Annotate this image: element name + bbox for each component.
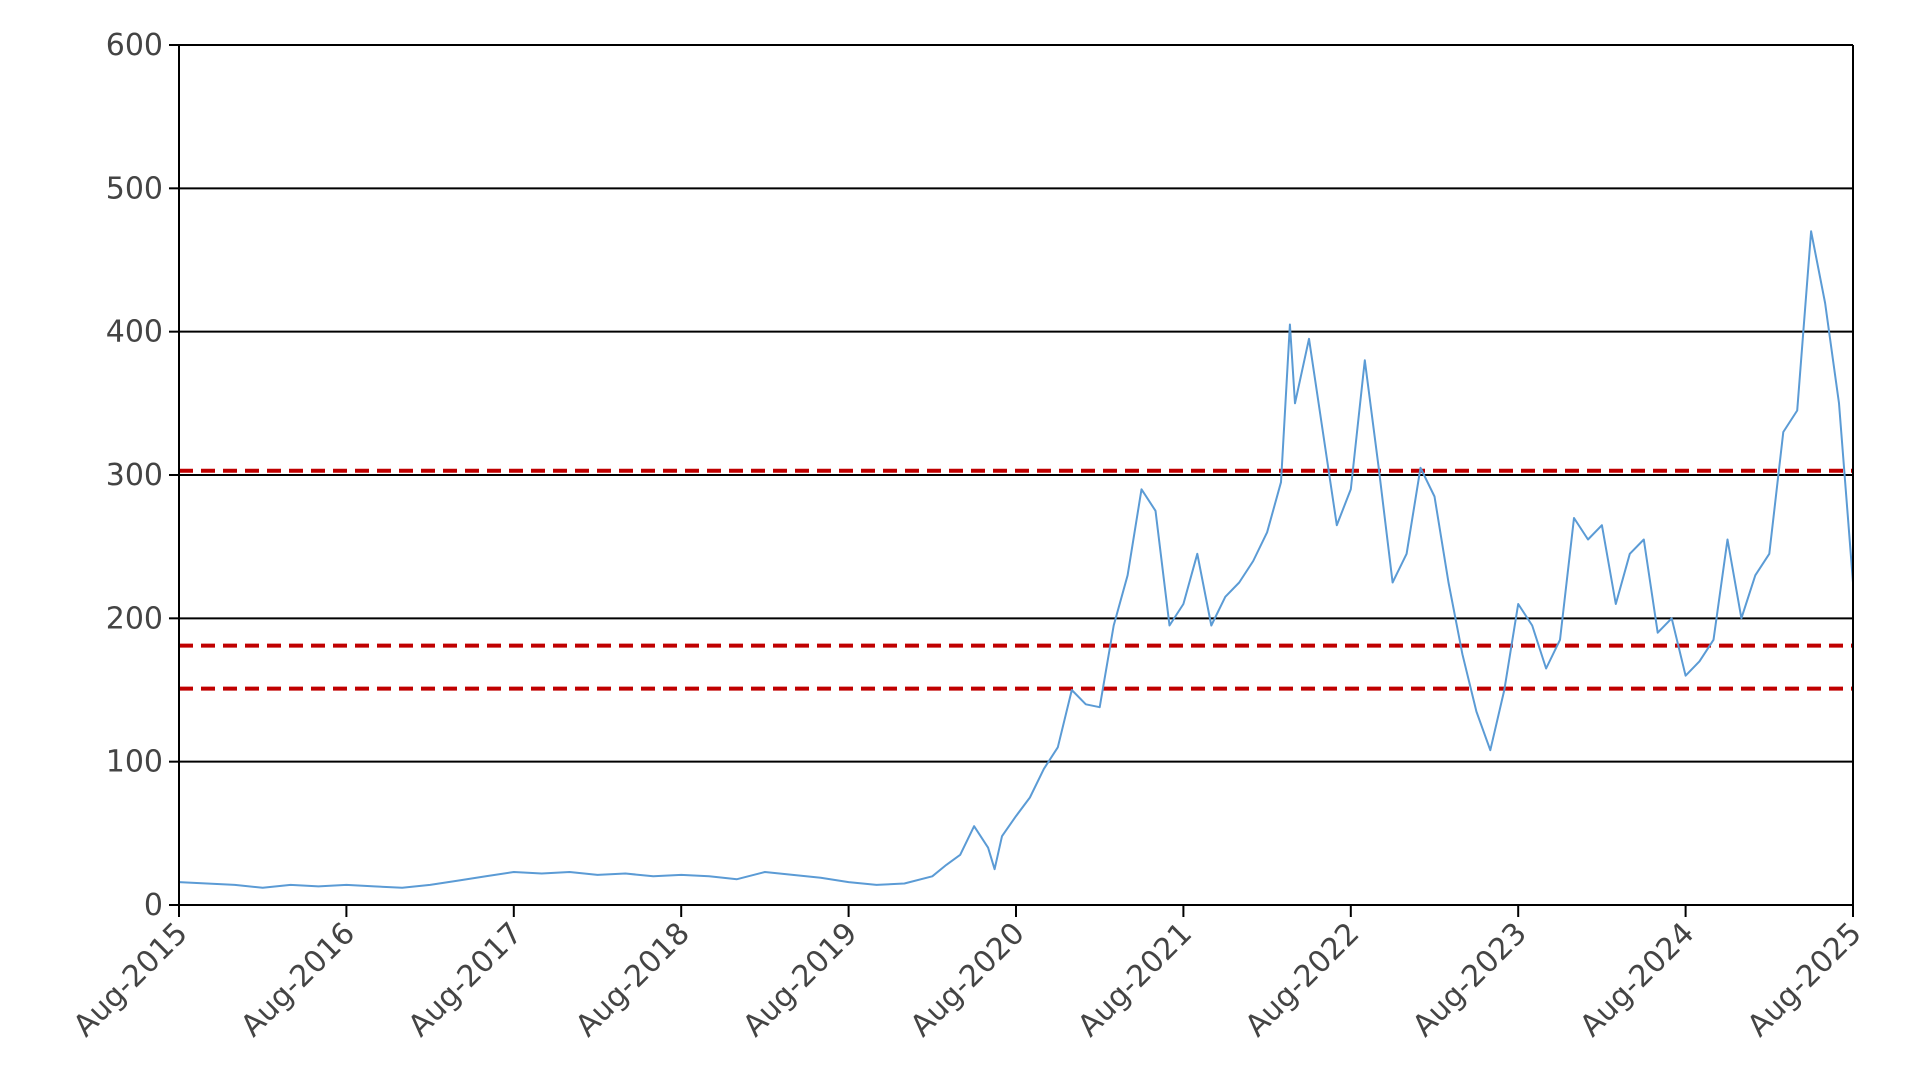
y-tick-label: 0 bbox=[144, 888, 163, 923]
x-tick-label: Aug-2025 bbox=[1741, 916, 1869, 1044]
y-tick-label: 300 bbox=[106, 458, 163, 493]
series-line bbox=[178, 230, 1854, 889]
y-tick-label: 100 bbox=[106, 745, 163, 780]
x-tick-label: Aug-2024 bbox=[1573, 916, 1701, 1044]
series bbox=[178, 230, 1854, 889]
y-tick-label: 600 bbox=[106, 28, 163, 63]
x-tick-label: Aug-2018 bbox=[569, 916, 697, 1044]
reference-lines bbox=[179, 468, 1853, 691]
x-tick-label: Aug-2019 bbox=[736, 916, 864, 1044]
axes bbox=[169, 44, 1854, 917]
x-tick-label: Aug-2021 bbox=[1071, 916, 1199, 1044]
y-tick-label: 500 bbox=[106, 171, 163, 206]
x-tick-label: Aug-2022 bbox=[1239, 916, 1367, 1044]
x-tick-label: Aug-2023 bbox=[1406, 916, 1534, 1044]
x-tick-label: Aug-2017 bbox=[402, 916, 530, 1044]
x-tick-label: Aug-2016 bbox=[234, 916, 362, 1044]
y-tick-label: 200 bbox=[106, 601, 163, 636]
y-tick-label: 400 bbox=[106, 315, 163, 350]
x-tick-labels: Aug-2015 Aug-2016 Aug-2017 Aug-2018 Aug-2019… bbox=[67, 916, 1869, 1044]
y-tick-labels: 0 100 200 300 400 500 600 bbox=[106, 28, 163, 923]
x-tick-label: Aug-2015 bbox=[67, 916, 195, 1044]
x-tick-label: Aug-2020 bbox=[904, 916, 1032, 1044]
grid-lines bbox=[179, 44, 1853, 906]
